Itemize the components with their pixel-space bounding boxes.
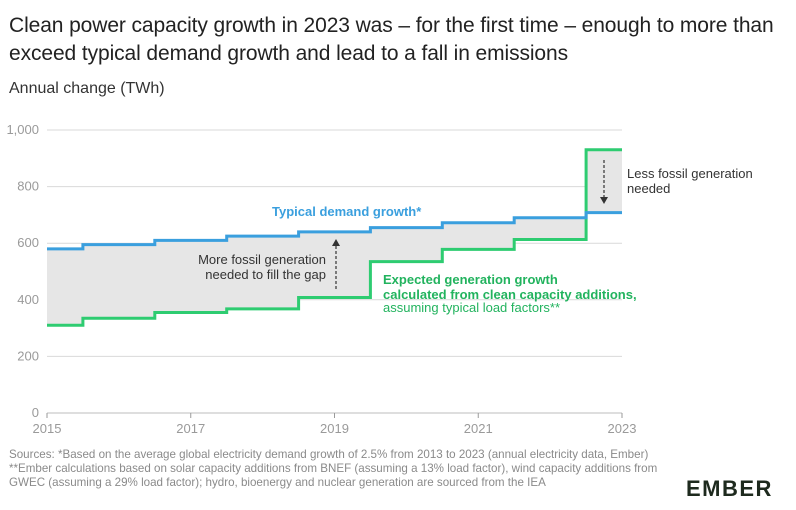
y-tick-label: 400 [17, 292, 39, 307]
y-tick-label: 0 [32, 405, 39, 420]
less-fossil-arrowhead [600, 197, 608, 204]
chart-title: Clean power capacity growth in 2023 was … [9, 14, 774, 65]
generation-label-line3: assuming typical load factors** [383, 300, 560, 315]
x-tick-label: 2015 [33, 421, 62, 436]
less-fossil-label-line1: Less fossil generation [627, 166, 753, 181]
chart-plot: 0 200 400 600 800 1,000 2015 2017 2019 2021 2023 T… [6, 122, 753, 436]
y-tick-label: 200 [17, 348, 39, 363]
x-tick-label: 2023 [608, 421, 637, 436]
y-tick-label: 800 [17, 179, 39, 194]
generation-label-line2: calculated from clean capacity additions… [383, 287, 637, 302]
more-fossil-arrowhead [332, 239, 340, 246]
demand-label: Typical demand growth* [272, 204, 422, 219]
less-fossil-label-line2: needed [627, 181, 670, 196]
more-fossil-label-line1: More fossil generation [198, 252, 326, 267]
x-tick-label: 2019 [320, 421, 349, 436]
axis-ticks: 0 200 400 600 800 1,000 2015 2017 2019 2021 2023 [6, 122, 636, 436]
y-tick-label: 1,000 [6, 122, 39, 137]
demand-growth-line [47, 211, 622, 251]
generation-label-line1: Expected generation growth [383, 272, 558, 287]
ember-logo: EMBER [686, 476, 773, 501]
y-tick-label: 600 [17, 235, 39, 250]
sources-note: Sources: *Based on the average global el… [9, 448, 658, 489]
y-axis-unit-label: Annual change (TWh) [9, 80, 165, 97]
gap-area [47, 149, 622, 326]
more-fossil-label-line2: needed to fill the gap [205, 267, 326, 282]
x-tick-label: 2021 [464, 421, 493, 436]
x-tick-label: 2017 [176, 421, 205, 436]
generation-growth-line [47, 148, 622, 327]
